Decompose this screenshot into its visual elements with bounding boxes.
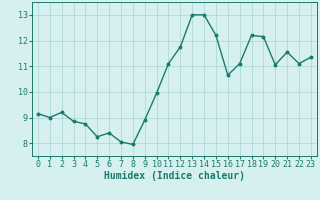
X-axis label: Humidex (Indice chaleur): Humidex (Indice chaleur) xyxy=(104,171,245,181)
